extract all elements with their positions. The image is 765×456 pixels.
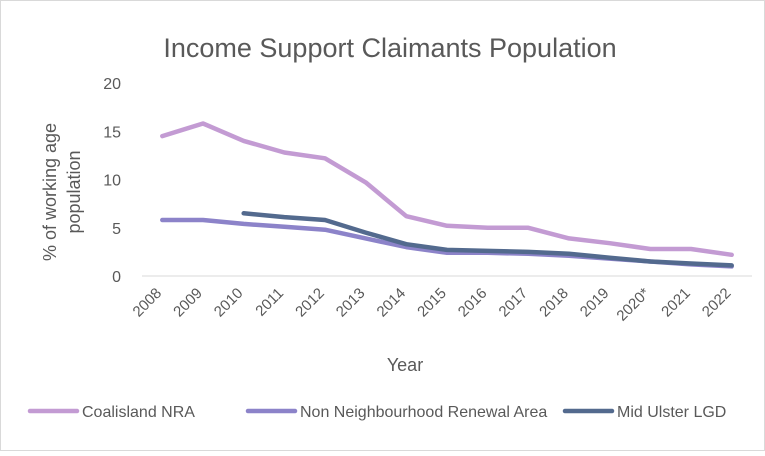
chart-title: Income Support Claimants Population [163, 33, 616, 63]
series-line-2 [241, 211, 734, 268]
legend-label-0: Coalisland NRA [82, 404, 195, 421]
y-tick-label: 20 [103, 76, 121, 93]
y-tick-label: 10 [103, 173, 121, 190]
series-line-0 [160, 121, 734, 258]
y-axis-label-line-1: % of working age [40, 123, 60, 261]
y-tick-label: 5 [112, 221, 121, 238]
y-tick-label: 15 [103, 124, 121, 141]
legend: Coalisland NRA Non Neighbourhood Renewal … [27, 404, 726, 421]
legend-label-1: Non Neighbourhood Renewal Area [300, 404, 547, 421]
y-tick-label: 0 [112, 269, 121, 286]
x-axis-label: Year [387, 355, 423, 375]
series-lines [160, 121, 734, 269]
y-axis-label-line-2: population [64, 150, 84, 233]
y-axis-ticks: 0 5 10 15 20 [103, 76, 121, 286]
legend-label-2: Mid Ulster LGD [617, 404, 726, 421]
